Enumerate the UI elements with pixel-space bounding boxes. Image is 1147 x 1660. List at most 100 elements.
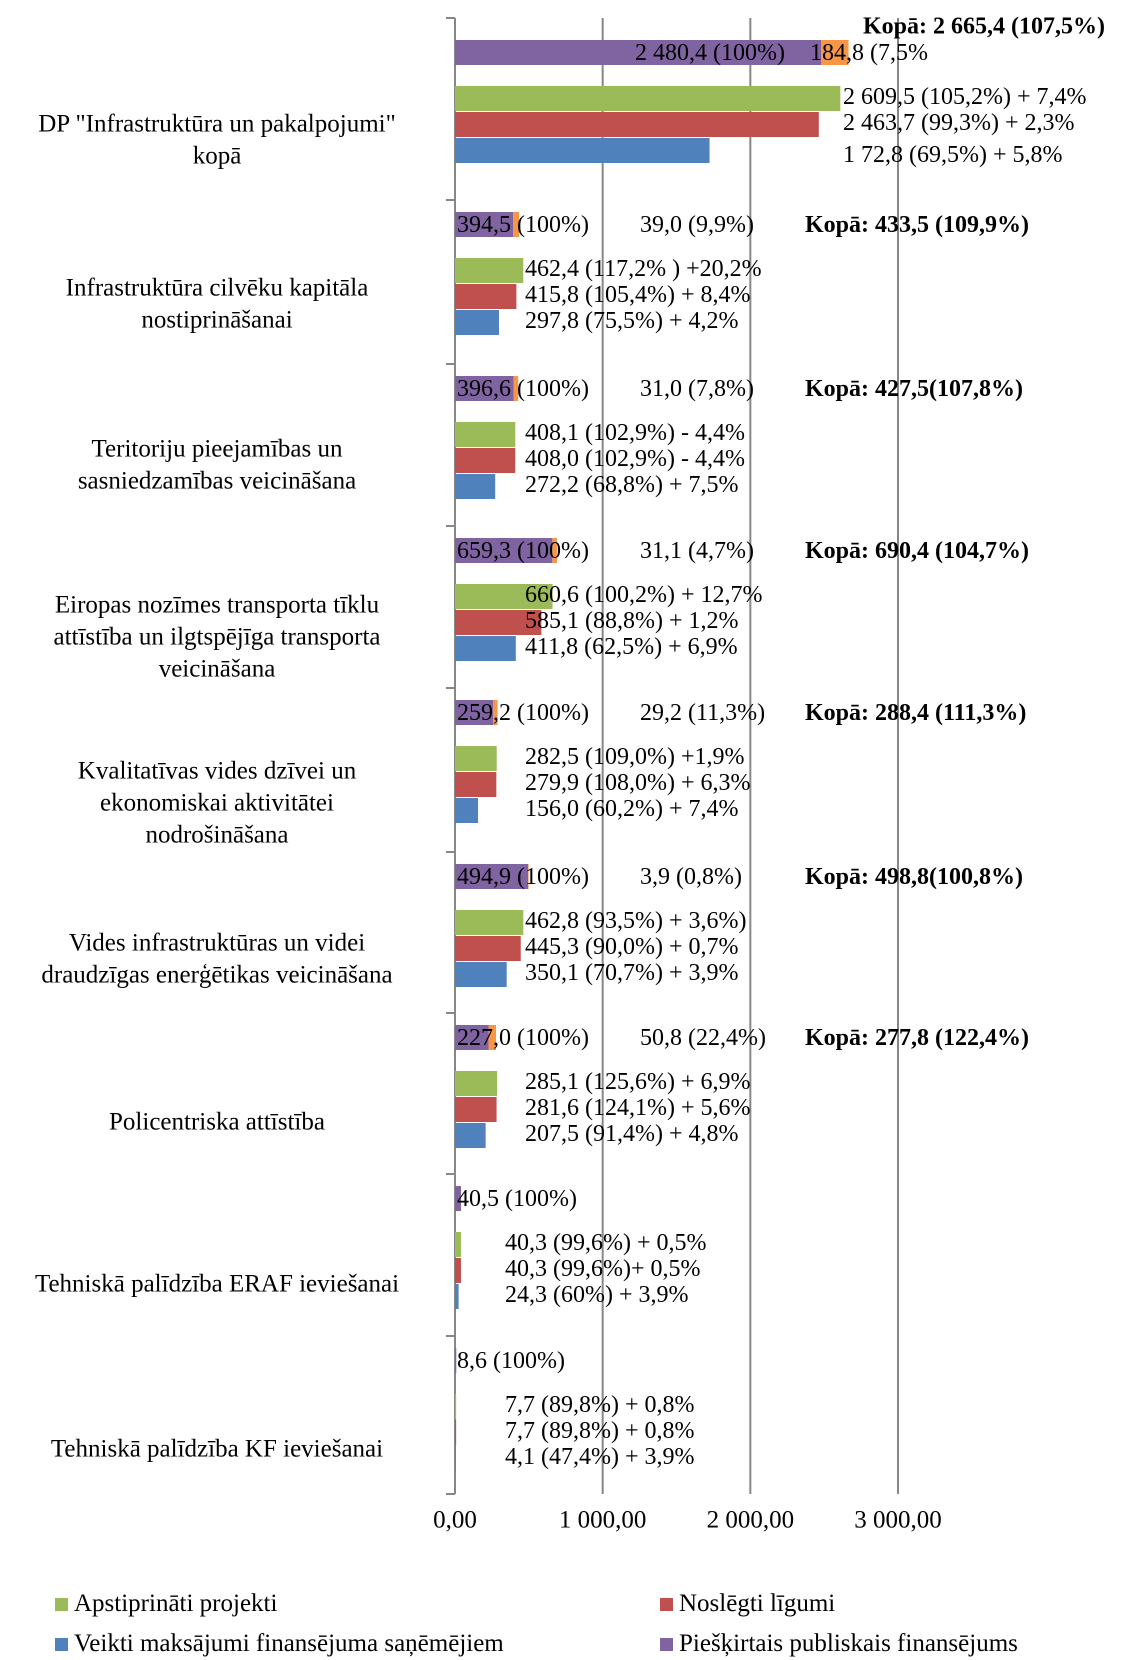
bar-extra-5 bbox=[528, 864, 529, 889]
label-extra-0: 184,8 (7,5% bbox=[810, 40, 928, 66]
label-extra-5: 3,9 (0,8%) bbox=[640, 864, 742, 890]
label-approved-5: 462,8 (93,5%) + 3,6%) bbox=[525, 908, 747, 934]
bar-public-4 bbox=[455, 700, 494, 725]
label-extra-4: 29,2 (11,3%) bbox=[640, 700, 765, 726]
label-total-2: Kopā: 427,5(107,8%) bbox=[805, 376, 1023, 402]
bar-approved-5 bbox=[455, 910, 524, 935]
bar-approved-2 bbox=[455, 422, 516, 447]
label-extra-3: 31,1 (4,7%) bbox=[640, 538, 754, 564]
legend-swatch-approved bbox=[55, 1597, 68, 1611]
label-payments-0: 1 72,8 (69,5%) + 5,8% bbox=[843, 142, 1063, 168]
bar-payments-5 bbox=[455, 962, 507, 987]
bar-payments-0 bbox=[455, 138, 710, 163]
legend: Apstiprināti projekti Noslēgti līgumi Ve… bbox=[55, 1590, 1125, 1660]
bar-approved-4 bbox=[455, 746, 497, 771]
label-payments-5: 350,1 (70,7%) + 3,9% bbox=[525, 960, 739, 986]
x-tick-label-2: 2 000,00 bbox=[707, 1507, 795, 1534]
label-public-4: 259,2 (100%) bbox=[457, 700, 589, 726]
bar-approved-1 bbox=[455, 258, 524, 283]
bar-public-2 bbox=[455, 376, 514, 401]
label-approved-2: 408,1 (102,9%) - 4,4% bbox=[525, 420, 745, 446]
label-contracts-6: 281,6 (124,1%) + 5,6% bbox=[525, 1095, 751, 1121]
bar-public-8 bbox=[455, 1348, 457, 1373]
bar-approved-3 bbox=[455, 584, 553, 609]
bar-contracts-6 bbox=[455, 1097, 497, 1122]
legend-label-public: Piešķirtais publiskais finansējums bbox=[679, 1630, 1018, 1657]
category-label-2-1: sasniedzamības veicināšana bbox=[78, 468, 356, 495]
label-total-4: Kopā: 288,4 (111,3%) bbox=[805, 700, 1026, 726]
bar-approved-0 bbox=[455, 86, 841, 111]
legend-item-payments: Veikti maksājumi finansējuma saņēmējiem bbox=[55, 1630, 504, 1658]
label-approved-7: 40,3 (99,6%) + 0,5% bbox=[505, 1230, 707, 1256]
label-total-0: Kopā: 2 665,4 (107,5%) bbox=[863, 14, 1105, 40]
x-tick-label-3: 3 000,00 bbox=[854, 1507, 942, 1534]
label-contracts-1: 415,8 (105,4%) + 8,4% bbox=[525, 282, 751, 308]
bar-contracts-4 bbox=[455, 772, 497, 797]
label-contracts-7: 40,3 (99,6%)+ 0,5% bbox=[505, 1256, 701, 1282]
label-public-3: 659,3 (100%) bbox=[457, 538, 589, 564]
label-contracts-0: 2 463,7 (99,3%) + 2,3% bbox=[843, 110, 1075, 136]
bar-contracts-7 bbox=[455, 1258, 461, 1283]
bar-extra-4 bbox=[493, 700, 498, 725]
bar-payments-8 bbox=[455, 1446, 456, 1471]
legend-label-contracts: Noslēgti līgumi bbox=[679, 1590, 836, 1617]
category-label-3-2: veicināšana bbox=[159, 656, 276, 683]
label-approved-6: 285,1 (125,6%) + 6,9% bbox=[525, 1069, 751, 1095]
legend-item-approved: Apstiprināti projekti bbox=[55, 1590, 277, 1618]
bar-payments-2 bbox=[455, 474, 496, 499]
label-public-1: 394,5 (100%) bbox=[457, 212, 589, 238]
label-approved-1: 462,4 (117,2% ) +20,2% bbox=[525, 256, 762, 282]
bar-contracts-0 bbox=[455, 112, 819, 137]
category-label-3-1: attīstība un ilgtspējīga transporta bbox=[53, 624, 380, 651]
label-payments-8: 4,1 (47,4%) + 3,9% bbox=[505, 1444, 695, 1470]
bar-public-0 bbox=[455, 40, 822, 65]
bar-contracts-1 bbox=[455, 284, 517, 309]
label-payments-6: 207,5 (91,4%) + 4,8% bbox=[525, 1121, 739, 1147]
bar-contracts-3 bbox=[455, 610, 542, 635]
legend-swatch-contracts bbox=[660, 1597, 673, 1611]
label-extra-6: 50,8 (22,4%) bbox=[640, 1025, 766, 1051]
label-public-0: 2 480,4 (100%) bbox=[635, 40, 785, 66]
bar-approved-8 bbox=[455, 1394, 457, 1419]
x-tick-label-1: 1 000,00 bbox=[559, 1507, 647, 1534]
label-approved-8: 7,7 (89,8%) + 0,8% bbox=[505, 1392, 695, 1418]
x-tick-label-0: 0,00 bbox=[433, 1507, 477, 1534]
label-approved-0: 2 609,5 (105,2%) + 7,4% bbox=[843, 84, 1087, 110]
legend-label-approved: Apstiprināti projekti bbox=[74, 1590, 278, 1617]
category-label-0-1: kopā bbox=[193, 143, 242, 170]
label-contracts-8: 7,7 (89,8%) + 0,8% bbox=[505, 1418, 695, 1444]
bar-extra-3 bbox=[552, 538, 557, 563]
bar-public-5 bbox=[455, 864, 529, 889]
label-contracts-2: 408,0 (102,9%) - 4,4% bbox=[525, 446, 745, 472]
bar-approved-6 bbox=[455, 1071, 498, 1096]
category-label-2-0: Teritoriju pieejamības un bbox=[92, 436, 343, 463]
category-label-5-1: draudzīgas enerģētikas veicināšana bbox=[41, 962, 392, 989]
legend-swatch-payments bbox=[55, 1637, 68, 1651]
bar-contracts-5 bbox=[455, 936, 521, 961]
category-label-4-0: Kvalitatīvas vides dzīvei un bbox=[78, 758, 357, 785]
bar-public-6 bbox=[455, 1025, 489, 1050]
label-total-5: Kopā: 498,8(100,8%) bbox=[805, 864, 1023, 890]
category-label-7-0: Tehniskā palīdzība ERAF ieviešanai bbox=[35, 1271, 399, 1298]
bar-contracts-2 bbox=[455, 448, 516, 473]
bar-payments-4 bbox=[455, 798, 479, 823]
label-total-3: Kopā: 690,4 (104,7%) bbox=[805, 538, 1029, 564]
bar-extra-6 bbox=[488, 1025, 497, 1050]
category-label-3-0: Eiropas nozīmes transporta tīklu bbox=[55, 592, 380, 619]
category-label-1-0: Infrastruktūra cilvēku kapitāla bbox=[66, 275, 369, 302]
label-payments-7: 24,3 (60%) + 3,9% bbox=[505, 1282, 689, 1308]
label-public-8: 8,6 (100%) bbox=[457, 1348, 565, 1374]
label-total-1: Kopā: 433,5 (109,9%) bbox=[805, 212, 1029, 238]
label-contracts-5: 445,3 (90,0%) + 0,7% bbox=[525, 934, 739, 960]
bar-payments-6 bbox=[455, 1123, 486, 1148]
label-public-6: 227,0 (100%) bbox=[457, 1025, 589, 1051]
bar-payments-7 bbox=[455, 1284, 459, 1309]
label-payments-3: 411,8 (62,5%) + 6,9% bbox=[525, 634, 738, 660]
bar-contracts-8 bbox=[455, 1420, 457, 1445]
label-payments-2: 272,2 (68,8%) + 7,5% bbox=[525, 472, 739, 498]
category-label-4-2: nodrošināšana bbox=[145, 822, 288, 849]
category-label-4-1: ekonomiskai aktivitātei bbox=[100, 790, 334, 817]
label-public-5: 494,9 (100%) bbox=[457, 864, 589, 890]
label-payments-4: 156,0 (60,2%) + 7,4% bbox=[525, 796, 739, 822]
category-label-1-1: nostiprināšanai bbox=[141, 307, 292, 334]
